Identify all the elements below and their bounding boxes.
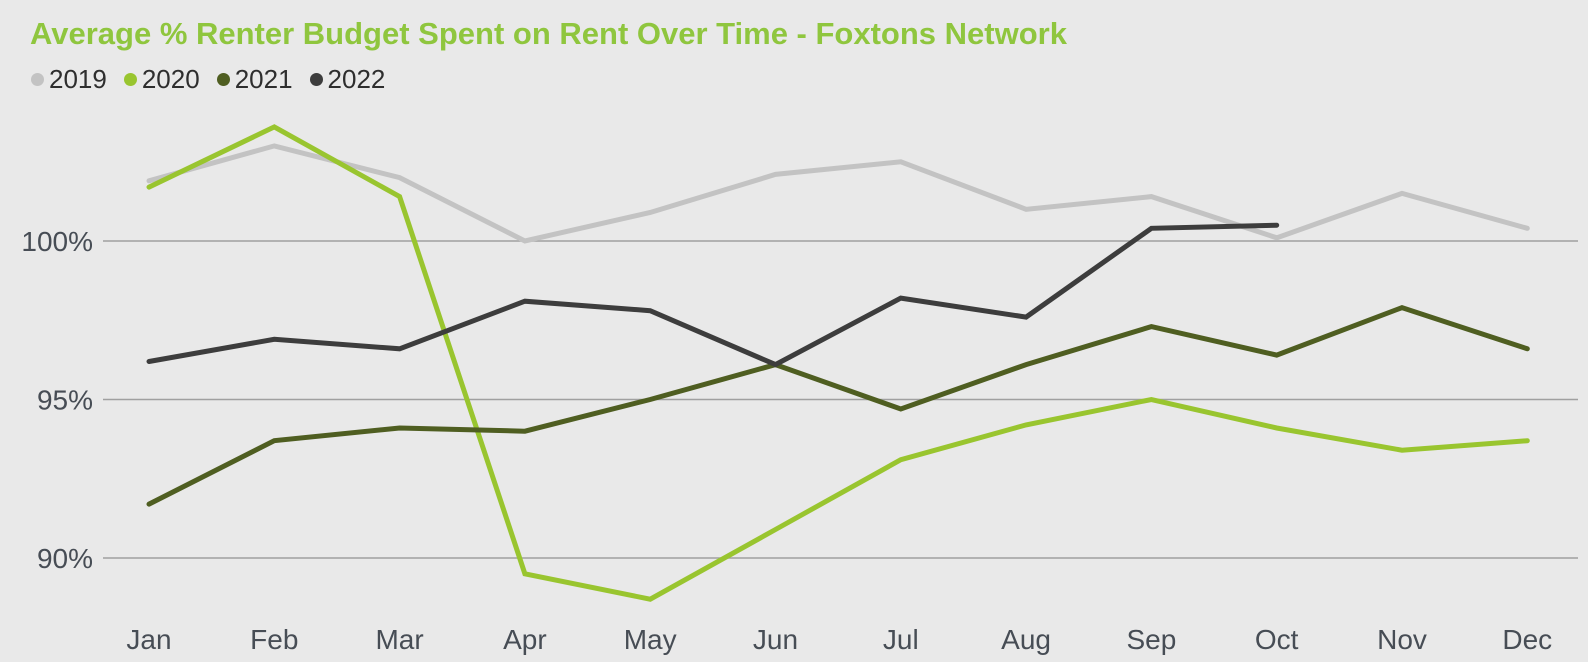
y-axis-label-90: 90% [37,543,93,574]
legend-marker-icon-2021 [216,72,230,86]
legend-label-2020: 2020 [141,64,200,94]
legend-label-2019: 2019 [49,64,107,94]
x-axis-label-oct: Oct [1255,624,1299,655]
x-axis-label-feb: Feb [250,624,298,655]
x-axis-label-jul: Jul [883,624,919,655]
series-line-2019[interactable] [146,143,1530,244]
x-axis-label-may: May [624,624,677,655]
legend-item-2020[interactable]: 2020 [123,64,200,94]
x-axis-label-jun: Jun [753,624,798,655]
legend-label-2022: 2022 [327,64,386,94]
x-axis-label-jan: Jan [126,624,171,655]
legend-label-2021: 2021 [234,64,293,94]
legend-item-2019[interactable]: 2019 [31,66,107,92]
x-axis-label-aug: Aug [1001,624,1051,655]
x-axis-label-nov: Nov [1377,624,1427,655]
legend-marker-icon-2022 [309,72,323,86]
legend-item-2021[interactable]: 2021 [216,64,293,94]
legend-marker-icon-2020 [123,72,137,86]
x-axis-label-mar: Mar [375,624,423,655]
y-axis-label-100: 100% [21,226,93,257]
series-line-2020[interactable] [146,124,1530,602]
x-axis-label-dec: Dec [1502,624,1552,655]
y-axis-label-95: 95% [37,384,93,415]
x-axis-label-apr: Apr [503,624,547,655]
series-line-2021[interactable] [146,304,1530,507]
legend: 2019 2020 2021 2022 [31,66,385,92]
series-line-2022[interactable] [146,222,1280,368]
chart-title: Average % Renter Budget Spent on Rent Ov… [30,16,1067,51]
x-axis-label-sep: Sep [1126,624,1176,655]
legend-marker-icon-2019 [31,72,44,86]
legend-item-2022[interactable]: 2022 [309,64,386,94]
